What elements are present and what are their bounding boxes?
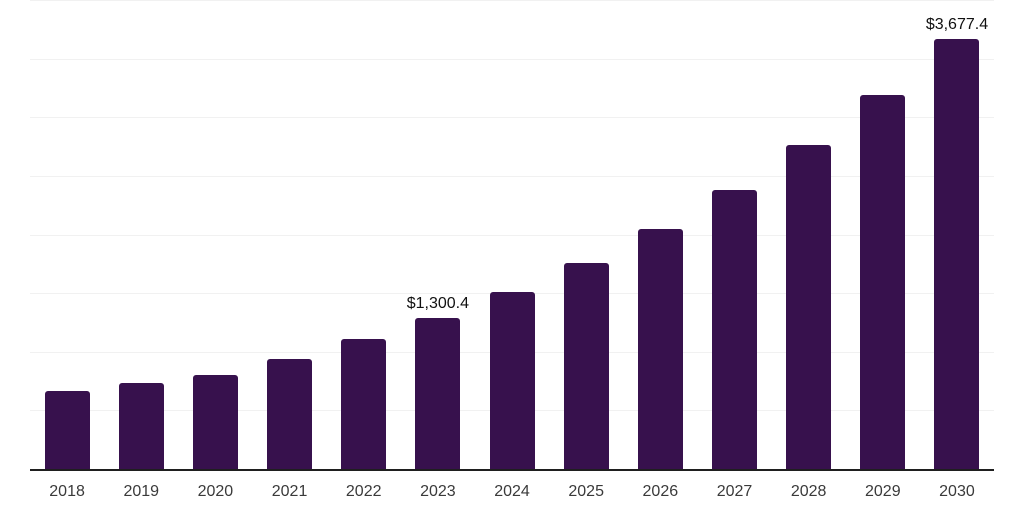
x-tick-label-2030: 2030 [939,483,975,500]
gridline-2000 [30,234,994,236]
bar-group-2028 [772,1,846,470]
x-tick-label-2021: 2021 [271,483,308,500]
x-tick-label-2019: 2019 [123,483,160,500]
bar-group-2020 [178,1,252,470]
bar-2022 [341,339,387,470]
x-tick-label-2025: 2025 [568,483,604,500]
bar-2030 [934,38,980,470]
bar-group-2022 [327,1,401,470]
bar-value-label-2023: $1,300.4 [406,294,469,312]
x-tick-label-2027: 2027 [716,483,753,500]
bar-group-2025 [549,1,623,470]
x-tick-label-2020: 2020 [197,483,234,500]
bar-2025 [563,263,609,470]
bar-2024 [489,291,535,470]
x-tick-label-2024: 2024 [494,483,530,500]
bar-group-2030: $3,677.4 [920,1,994,470]
bar-2029 [860,94,906,470]
bar-2026 [637,228,683,470]
bar-group-2024 [475,1,549,470]
x-axis-line [30,469,994,471]
bar-group-2018 [30,1,104,470]
bar-group-2029 [846,1,920,470]
bar-2028 [786,145,832,470]
bar-2018 [44,390,90,470]
x-tick-label-2022: 2022 [345,483,382,500]
bar-2019 [118,382,164,470]
bar-value-label-2030: $3,677.4 [925,15,989,33]
bar-group-2019 [104,1,178,470]
bar-group-2023: $1,300.4 [401,1,475,470]
gridline-3500 [30,58,994,60]
bar-group-2026 [623,1,697,470]
gridline-4000 [30,0,994,1]
plot-area: $1,300.4 $3,677.4 [30,0,994,470]
x-tick-label-2026: 2026 [642,483,679,500]
x-tick-label-2028: 2028 [790,483,827,500]
bar-2027 [711,189,757,470]
x-axis-labels: 2018 2019 2020 2021 2022 2023 2024 2025 2026 2027… [30,483,994,501]
bar-group-2027 [697,1,771,470]
x-tick-label-2029: 2029 [865,483,901,500]
gridline-3000 [30,117,994,119]
gridline-2500 [30,175,994,177]
bar-2021 [267,358,313,470]
bar-2023 [415,317,461,470]
bar-2020 [192,374,238,470]
x-tick-label-2018: 2018 [49,483,85,500]
bars-row: $1,300.4 $3,677.4 [30,1,994,470]
x-tick-label-2023: 2023 [420,483,456,500]
bar-group-2021 [252,1,326,470]
